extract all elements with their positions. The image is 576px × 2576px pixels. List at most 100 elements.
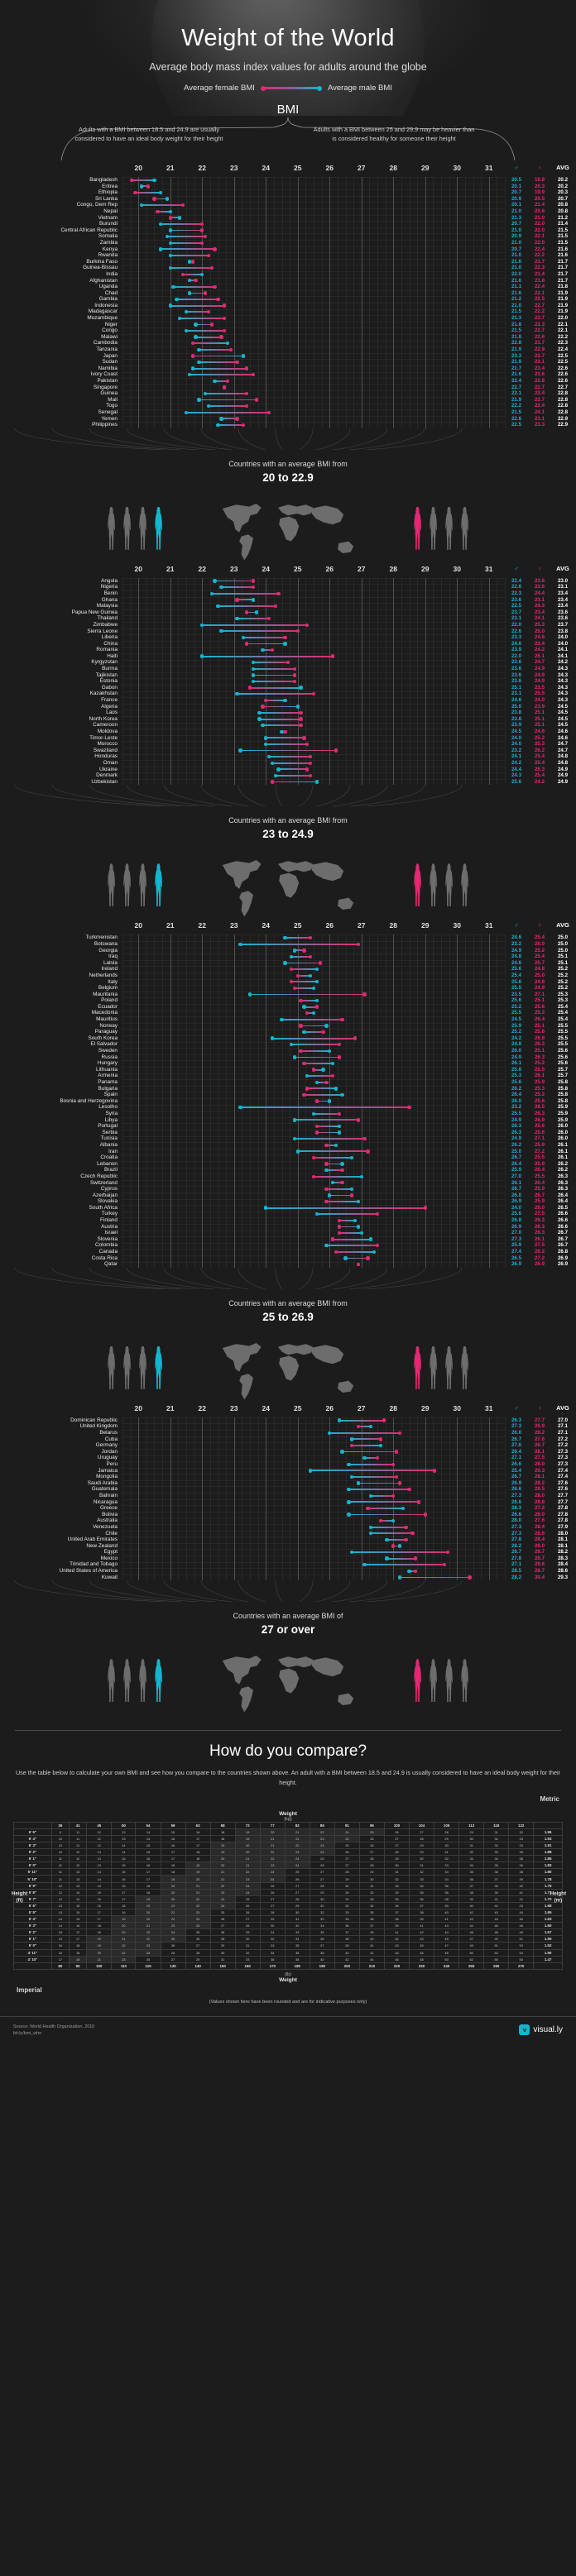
bmi-cell[interactable]: 23 — [111, 1955, 137, 1963]
bmi-cell[interactable]: 33 — [434, 1862, 460, 1870]
bmi-cell[interactable]: 49 — [458, 1942, 485, 1950]
bmi-cell[interactable]: 39 — [334, 1942, 360, 1950]
bmi-cell[interactable]: 46 — [383, 1955, 410, 1963]
bmi-cell[interactable]: 13 — [86, 1848, 113, 1857]
bmi-cell[interactable]: 40 — [458, 1901, 485, 1909]
bmi-cell[interactable]: 30 — [434, 1841, 460, 1850]
bmi-cell[interactable]: 26 — [334, 1848, 360, 1857]
bmi-cell[interactable]: 22 — [259, 1848, 286, 1857]
bmi-cell[interactable]: 34 — [434, 1868, 460, 1876]
bmi-cell[interactable]: 21 — [209, 1868, 236, 1876]
bmi-cell[interactable]: 17 — [68, 1928, 88, 1937]
bmi-cell[interactable]: 27 — [259, 1895, 286, 1903]
bmi-cell[interactable]: 35 — [383, 1895, 410, 1903]
bmi-cell[interactable]: 13 — [68, 1868, 88, 1876]
bmi-cell[interactable]: 35 — [483, 1862, 510, 1870]
bmi-cell[interactable]: 36 — [259, 1955, 286, 1963]
bmi-cell[interactable]: 27 — [284, 1881, 310, 1890]
bmi-cell[interactable]: 11 — [50, 1862, 70, 1870]
bmi-cell[interactable]: 38 — [383, 1915, 410, 1924]
bmi-cell[interactable]: 27 — [160, 1955, 186, 1963]
bmi-cell[interactable]: 11 — [68, 1841, 88, 1850]
bmi-cell[interactable]: 21 — [160, 1901, 186, 1909]
bmi-cell[interactable]: 38 — [334, 1935, 360, 1943]
bmi-cell[interactable]: 15 — [160, 1828, 186, 1836]
bmi-cell[interactable]: 14 — [68, 1888, 88, 1896]
bmi-cell[interactable]: 36 — [334, 1922, 360, 1930]
bmi-cell[interactable]: 22 — [160, 1908, 186, 1917]
bmi-cell[interactable]: 40 — [334, 1948, 360, 1957]
bmi-cell[interactable]: 12 — [50, 1888, 70, 1896]
bmi-cell[interactable]: 26 — [160, 1948, 186, 1957]
bmi-cell[interactable]: 10 — [50, 1848, 70, 1857]
bmi-cell[interactable]: 23 — [209, 1888, 236, 1896]
bmi-cell[interactable]: 24 — [334, 1828, 360, 1836]
bmi-cell[interactable]: 28 — [383, 1848, 410, 1857]
bmi-cell[interactable]: 17 — [185, 1834, 211, 1843]
bmi-cell[interactable]: 45 — [408, 1942, 435, 1950]
bmi-cell[interactable]: 32 — [383, 1875, 410, 1883]
bmi-cell[interactable]: 16 — [86, 1895, 113, 1903]
bmi-cell[interactable]: 34 — [434, 1875, 460, 1883]
bmi-cell[interactable]: 26 — [185, 1928, 211, 1937]
source-line-2[interactable]: bit.ly/bmi_who — [13, 2030, 42, 2036]
bmi-cell[interactable]: 16 — [86, 1901, 113, 1909]
bmi-cell[interactable]: 32 — [434, 1855, 460, 1863]
bmi-cell[interactable]: 29 — [185, 1955, 211, 1963]
bmi-cell[interactable]: 12 — [68, 1855, 88, 1863]
bmi-cell[interactable]: 42 — [358, 1948, 385, 1957]
bmi-cell[interactable]: 45 — [508, 1908, 535, 1917]
bmi-cell[interactable]: 31 — [408, 1862, 435, 1870]
bmi-cell[interactable]: 17 — [160, 1855, 186, 1863]
bmi-cell[interactable]: 24 — [234, 1881, 261, 1890]
bmi-cell[interactable]: 39 — [434, 1901, 460, 1909]
bmi-cell[interactable]: 50 — [458, 1948, 485, 1957]
bmi-cell[interactable]: 38 — [508, 1868, 535, 1876]
bmi-cell[interactable]: 21 — [234, 1862, 261, 1870]
bmi-cell[interactable]: 28 — [209, 1935, 236, 1943]
bmi-cell[interactable]: 31 — [483, 1828, 510, 1836]
bmi-cell[interactable]: 19 — [135, 1895, 161, 1903]
bmi-cell[interactable]: 23 — [160, 1922, 186, 1930]
bmi-cell[interactable]: 25 — [358, 1828, 385, 1836]
bmi-cell[interactable]: 25 — [334, 1841, 360, 1850]
bmi-cell[interactable]: 17 — [111, 1888, 137, 1896]
bmi-cell[interactable]: 25 — [309, 1855, 335, 1863]
bmi-cell[interactable]: 19 — [111, 1915, 137, 1924]
bmi-cell[interactable]: 14 — [111, 1848, 137, 1857]
bmi-cell[interactable]: 18 — [160, 1868, 186, 1876]
bmi-cell[interactable]: 16 — [50, 1942, 70, 1950]
bmi-cell[interactable]: 19 — [234, 1834, 261, 1843]
bmi-cell[interactable]: 18 — [111, 1908, 137, 1917]
bmi-cell[interactable]: 21 — [86, 1955, 113, 1963]
bmi-cell[interactable]: 21 — [209, 1875, 236, 1883]
bmi-cell[interactable]: 18 — [209, 1834, 236, 1843]
bmi-cell[interactable]: 30 — [334, 1888, 360, 1896]
bmi-cell[interactable]: 27 — [209, 1922, 236, 1930]
bmi-cell[interactable]: 31 — [284, 1915, 310, 1924]
bmi-cell[interactable]: 25 — [135, 1955, 161, 1963]
bmi-cell[interactable]: 16 — [50, 1948, 70, 1957]
bmi-cell[interactable]: 24 — [309, 1841, 335, 1850]
bmi-cell[interactable]: 20 — [209, 1862, 236, 1870]
bmi-cell[interactable]: 29 — [334, 1875, 360, 1883]
bmi-cell[interactable]: 23 — [234, 1875, 261, 1883]
bmi-cell[interactable]: 36 — [284, 1948, 310, 1957]
bmi-cell[interactable]: 36 — [434, 1881, 460, 1890]
bmi-cell[interactable]: 18 — [68, 1948, 88, 1957]
bmi-cell[interactable]: 35 — [408, 1888, 435, 1896]
bmi-cell[interactable]: 48 — [483, 1928, 510, 1937]
bmi-cell[interactable]: 13 — [111, 1834, 137, 1843]
bmi-cell[interactable]: 44 — [458, 1922, 485, 1930]
bmi-cell[interactable]: 11 — [68, 1834, 88, 1843]
bmi-cell[interactable]: 30 — [209, 1948, 236, 1957]
bmi-cell[interactable]: 30 — [334, 1881, 360, 1890]
bmi-cell[interactable]: 11 — [50, 1855, 70, 1863]
bmi-cell[interactable]: 49 — [508, 1928, 535, 1937]
bmi-cell[interactable]: 43 — [483, 1908, 510, 1917]
bmi-cell[interactable]: 27 — [185, 1942, 211, 1950]
bmi-cell[interactable]: 43 — [383, 1942, 410, 1950]
bmi-cell[interactable]: 33 — [334, 1908, 360, 1917]
bmi-cell[interactable]: 13 — [50, 1908, 70, 1917]
bmi-cell[interactable]: 14 — [50, 1915, 70, 1924]
